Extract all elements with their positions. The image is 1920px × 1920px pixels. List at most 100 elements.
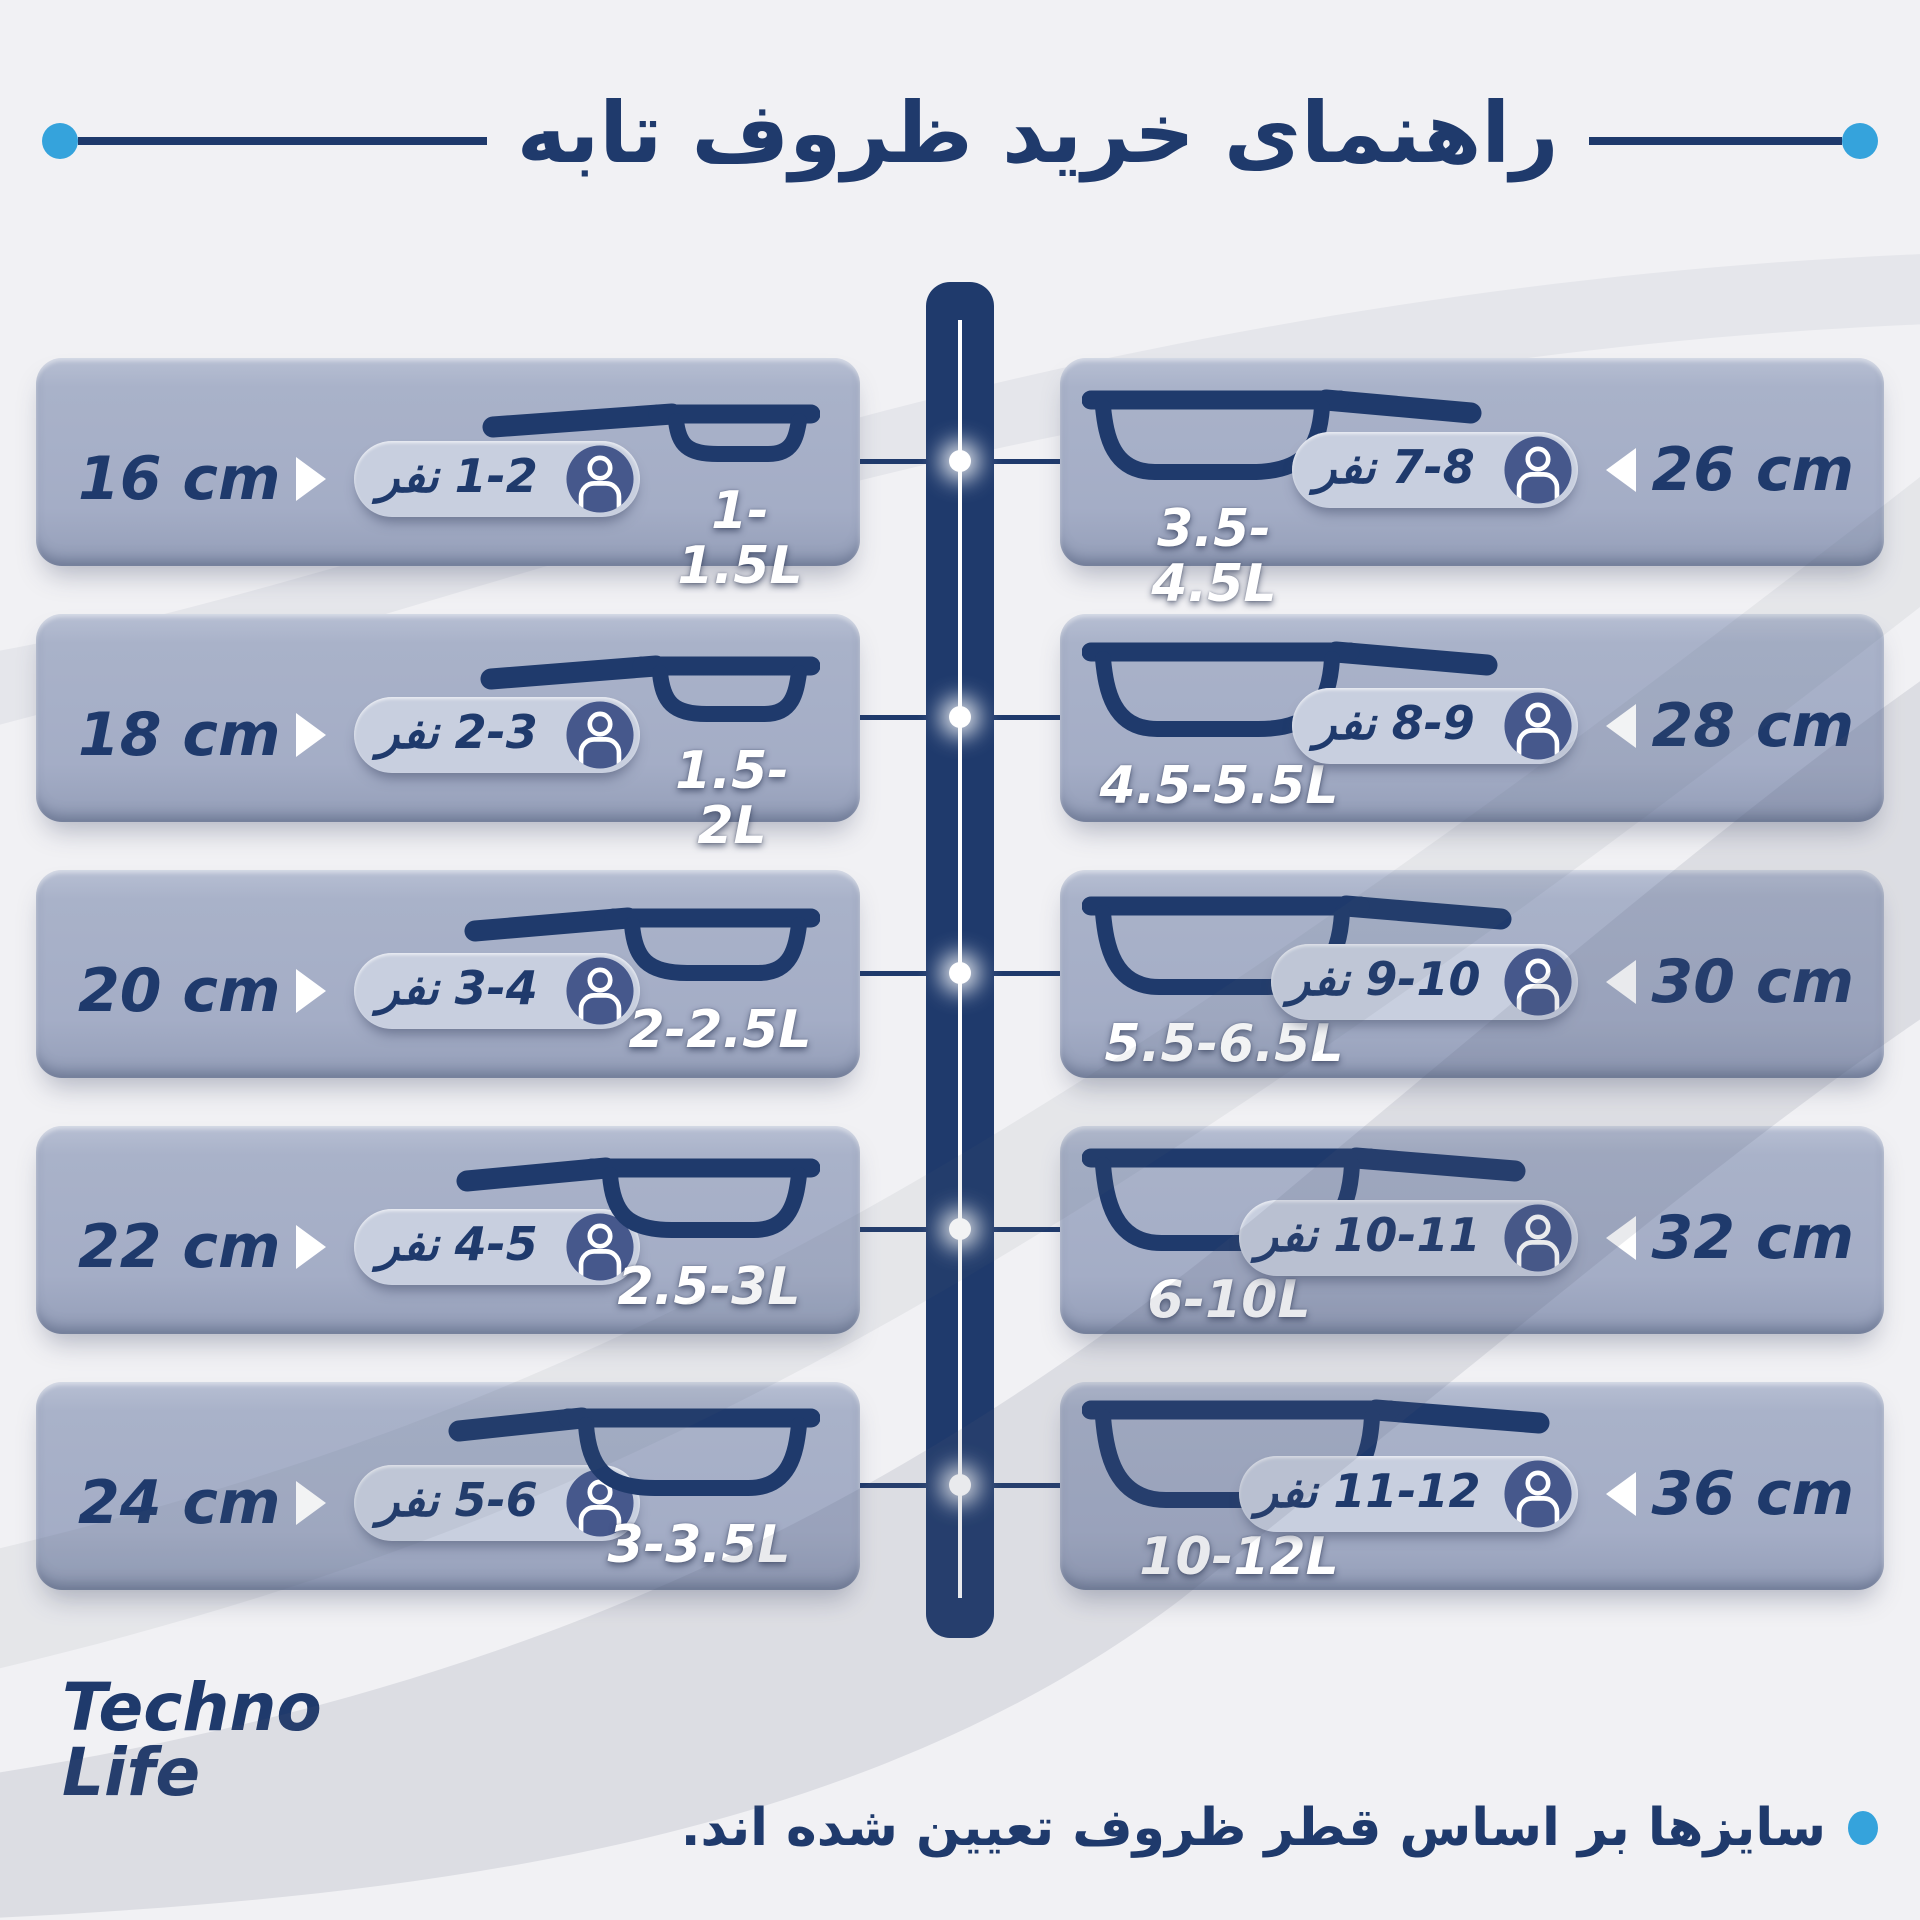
size-label: 26 cm <box>1651 435 1854 506</box>
page-title: راهنمای خرید ظروف تابه <box>516 84 1559 182</box>
people-label: 4-5 نفر <box>377 1216 538 1271</box>
triangle-left-icon <box>1605 1472 1636 1517</box>
card-24cm: 24 cm 5-6 نفر 3-3.5L <box>36 1382 860 1590</box>
card-20cm: 20 cm 3-4 نفر 2-2.5L <box>36 870 860 1078</box>
people-pill: 2-3 نفر <box>354 696 641 773</box>
pan-group: 6-10L <box>1081 1142 1526 1330</box>
footnote-text: سایزها بر اساس قطر ظروف تعیین شده اند. <box>680 1798 1826 1858</box>
card-info-row: 18 cm 2-3 نفر <box>78 696 641 773</box>
timeline-dot-3 <box>949 962 971 984</box>
people-label: 3-4 نفر <box>377 960 538 1015</box>
card-info-row: 10-11 نفر 32 cm <box>1238 1200 1854 1277</box>
capacity-label: 1-1.5L <box>677 481 803 596</box>
bullet-icon <box>1848 1811 1878 1845</box>
pan-group: 1-1.5L <box>482 398 821 596</box>
size-label: 30 cm <box>1651 947 1854 1018</box>
people-pill: 7-8 نفر <box>1291 432 1578 509</box>
person-icon <box>1503 1203 1573 1273</box>
frying-pan-icon <box>482 398 821 482</box>
header-right-dot-icon <box>1842 123 1878 159</box>
people-pill: 8-9 نفر <box>1291 688 1578 765</box>
triangle-right-icon <box>296 712 327 757</box>
card-info-row: 16 cm 1-2 نفر <box>78 440 641 517</box>
frying-pan-icon <box>480 650 821 742</box>
card-16cm: 16 cm 1-2 نفر 1-1.5L <box>36 358 860 593</box>
triangle-left-icon <box>1605 448 1636 493</box>
capacity-label: 2-2.5L <box>628 1000 812 1060</box>
card-info-row: 9-10 نفر 30 cm <box>1270 944 1854 1021</box>
timeline-dot-5 <box>949 1474 971 1496</box>
size-label: 28 cm <box>1651 691 1854 762</box>
size-label: 22 cm <box>78 1211 281 1282</box>
triangle-right-icon <box>296 1224 327 1269</box>
triangle-left-icon <box>1605 704 1636 749</box>
frying-pan-icon <box>464 902 821 1001</box>
pan-group: 5.5-6.5L <box>1081 890 1512 1074</box>
card-36cm: 10-12L 11-12 نفر 36 cm <box>1060 1382 1884 1590</box>
card-info-row: 11-12 نفر 36 cm <box>1238 1456 1854 1533</box>
frying-pan-icon <box>448 1402 821 1516</box>
center-timeline <box>926 282 994 1638</box>
timeline-dot-4 <box>949 1218 971 1240</box>
card-info-row: 7-8 نفر 26 cm <box>1291 432 1854 509</box>
card-22cm: 22 cm 4-5 نفر 2.5-3L <box>36 1126 860 1334</box>
footnote: سایزها بر اساس قطر ظروف تعیین شده اند. <box>681 1798 1878 1858</box>
people-label: 7-8 نفر <box>1314 440 1475 495</box>
people-label: 1-2 نفر <box>377 448 538 503</box>
capacity-label: 3.5-4.5L <box>1151 499 1277 614</box>
person-icon <box>565 1212 635 1282</box>
card-28cm: 4.5-5.5L 8-9 نفر 28 cm <box>1060 614 1884 822</box>
card-info-row: 22 cm 4-5 نفر <box>78 1208 641 1285</box>
timeline-dot-2 <box>949 706 971 728</box>
size-label: 36 cm <box>1651 1459 1854 1530</box>
capacity-label: 6-10L <box>1147 1270 1311 1330</box>
capacity-label: 2.5-3L <box>617 1257 801 1317</box>
triangle-right-icon <box>296 968 327 1013</box>
person-icon <box>1503 691 1573 761</box>
card-32cm: 6-10L 10-11 نفر 32 cm <box>1060 1126 1884 1334</box>
capacity-label: 10-12L <box>1139 1527 1339 1587</box>
people-pill: 10-11 نفر <box>1238 1200 1578 1277</box>
person-icon <box>1503 435 1573 505</box>
people-pill: 9-10 نفر <box>1270 944 1578 1021</box>
header-left-dot-icon <box>42 123 78 159</box>
header-right-line <box>1588 137 1842 145</box>
person-icon <box>1503 947 1573 1017</box>
pan-group: 1.5-2L <box>480 650 821 856</box>
size-label: 32 cm <box>1651 1203 1854 1274</box>
card-info-row: 24 cm 5-6 نفر <box>78 1464 641 1541</box>
pan-group: 3.5-4.5L <box>1081 384 1482 614</box>
person-icon <box>1503 1459 1573 1529</box>
header: راهنمای خرید ظروف تابه <box>42 68 1878 214</box>
frying-pan-icon <box>456 1152 821 1258</box>
size-label: 18 cm <box>78 699 281 770</box>
people-pill: 4-5 نفر <box>354 1208 641 1285</box>
card-26cm: 3.5-4.5L 7-8 نفر 26 cm <box>1060 358 1884 611</box>
brand-logo-line1: Techno <box>62 1669 322 1746</box>
people-pill: 1-2 نفر <box>354 440 641 517</box>
capacity-label: 1.5-2L <box>675 741 789 856</box>
person-icon <box>565 956 635 1026</box>
triangle-right-icon <box>296 456 327 501</box>
brand-logo-line2: Life <box>62 1733 201 1811</box>
card-info-row: 8-9 نفر 28 cm <box>1291 688 1854 765</box>
capacity-label: 5.5-6.5L <box>1104 1014 1344 1074</box>
triangle-left-icon <box>1605 1216 1636 1261</box>
header-left-line <box>78 137 487 145</box>
brand-logo: Techno Life <box>62 1669 322 1811</box>
center-timeline-inner-line <box>958 320 962 1598</box>
capacity-label: 3-3.5L <box>607 1515 791 1575</box>
people-label: 9-10 نفر <box>1287 952 1481 1007</box>
person-icon <box>565 700 635 770</box>
pan-group: 2.5-3L <box>456 1152 821 1317</box>
triangle-left-icon <box>1605 960 1636 1005</box>
people-pill: 3-4 نفر <box>354 952 641 1029</box>
card-info-row: 20 cm 3-4 نفر <box>78 952 641 1029</box>
capacity-label: 4.5-5.5L <box>1099 756 1339 816</box>
person-icon <box>565 444 635 514</box>
people-label: 11-12 نفر <box>1255 1464 1481 1519</box>
size-label: 16 cm <box>78 443 281 514</box>
size-label: 20 cm <box>78 955 281 1026</box>
size-label: 24 cm <box>78 1467 281 1538</box>
